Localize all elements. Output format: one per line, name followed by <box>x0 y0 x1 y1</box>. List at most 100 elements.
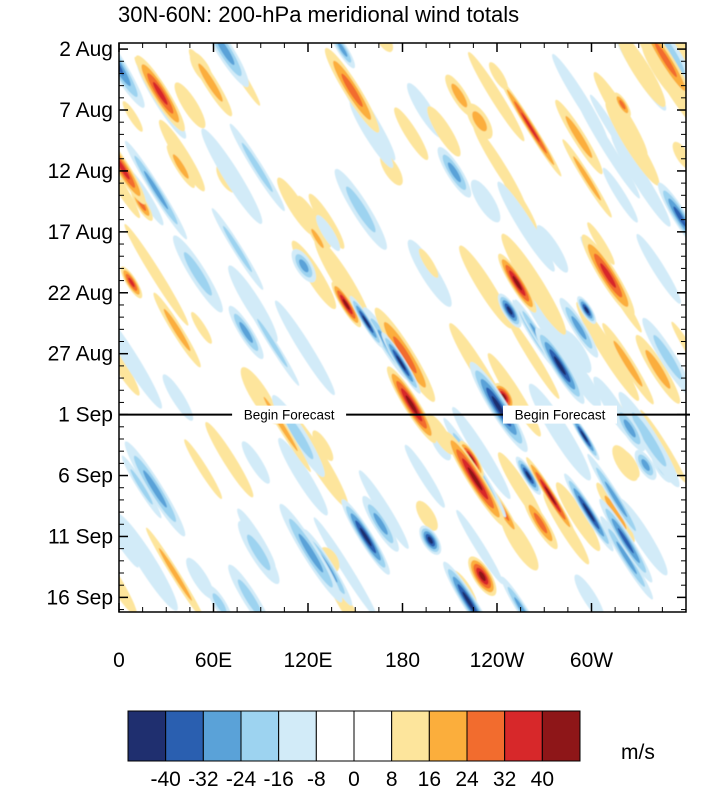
x-tick-label: 60W <box>570 649 613 672</box>
wind-anomaly <box>121 455 162 519</box>
wind-anomaly <box>602 167 638 223</box>
wind-anomaly <box>122 101 143 132</box>
wind-anomaly <box>467 51 525 142</box>
colorbar-bin <box>127 710 167 762</box>
wind-anomaly <box>119 483 139 568</box>
colorbar-tick-label: 40 <box>531 768 554 791</box>
wind-anomaly <box>274 300 335 396</box>
wind-anomaly <box>568 412 600 461</box>
y-tick-label: 27 Aug <box>48 343 113 366</box>
wind-anomaly <box>372 43 394 53</box>
wind-anomaly <box>614 405 646 452</box>
wind-anomaly <box>596 482 635 543</box>
wind-anomaly <box>444 431 506 527</box>
colorbar-bin <box>428 710 468 762</box>
wind-anomaly <box>306 221 329 256</box>
colorbar-tick-label: 24 <box>455 768 479 791</box>
wind-anomaly <box>119 310 163 409</box>
wind-anomaly <box>437 146 472 198</box>
wind-anomaly <box>445 74 474 117</box>
colorbar-units: m/s <box>621 741 655 764</box>
wind-anomaly <box>613 92 631 117</box>
wind-anomaly <box>523 496 558 550</box>
wind-anomaly <box>124 441 186 537</box>
wind-anomaly <box>555 99 603 175</box>
wind-anomaly <box>497 181 555 272</box>
x-tick-label: 180 <box>385 649 420 672</box>
wind-anomaly <box>497 293 522 328</box>
wind-anomaly <box>119 534 138 612</box>
colorbar-tick-label: 8 <box>386 768 398 791</box>
wind-anomaly <box>567 357 602 408</box>
colorbar-tick-label: 32 <box>493 768 516 791</box>
wind-anomaly <box>188 48 233 117</box>
wind-anomaly <box>166 144 195 189</box>
wind-anomaly <box>574 574 605 612</box>
colorbar-bin <box>466 710 506 762</box>
wind-anomaly <box>587 453 645 545</box>
colorbar-bin <box>315 710 355 762</box>
colorbar-tick-label: 16 <box>418 768 441 791</box>
wind-anomaly <box>211 208 264 290</box>
y-tick-label: 1 Sep <box>58 404 113 427</box>
wind-anomaly <box>374 307 436 402</box>
wind-anomaly <box>404 444 445 508</box>
wind-anomaly <box>124 140 188 240</box>
y-tick-label: 6 Sep <box>58 465 113 488</box>
colorbar-bin <box>202 710 242 762</box>
wind-anomaly <box>135 55 185 132</box>
wind-anomaly <box>358 470 409 549</box>
colorbar-bin <box>165 710 204 762</box>
wind-anomaly <box>498 253 537 313</box>
colorbar-tick-label: -16 <box>263 768 293 791</box>
wind-anomaly <box>334 168 387 250</box>
wind-anomaly <box>473 124 526 209</box>
wind-anomaly <box>207 585 232 612</box>
chart-title: 30N-60N: 200-hPa meridional wind totals <box>118 2 520 27</box>
wind-anomaly <box>172 235 223 313</box>
wind-anomaly <box>120 266 143 299</box>
wind-anomaly <box>279 503 343 603</box>
wind-anomaly <box>201 128 263 224</box>
wind-anomaly <box>492 382 515 412</box>
wind-anomaly <box>459 245 513 329</box>
wind-anomaly <box>205 421 254 498</box>
colorbar-tick-label: -32 <box>188 768 218 791</box>
wind-anomaly <box>559 297 599 358</box>
wind-anomaly <box>634 449 657 481</box>
wind-anomaly <box>470 179 501 223</box>
colorbar-bin <box>504 710 543 762</box>
wind-anomaly <box>228 265 278 343</box>
wind-anomaly <box>145 527 205 612</box>
x-tick-label: 0 <box>113 649 125 672</box>
wind-anomaly <box>562 139 612 218</box>
wind-anomaly <box>386 366 437 444</box>
wind-anomaly <box>312 430 334 461</box>
x-tick-label: 120E <box>283 649 332 672</box>
wind-anomaly <box>581 234 635 317</box>
wind-anomaly <box>501 233 567 335</box>
wind-anomaly <box>602 323 654 405</box>
wind-anomaly <box>452 406 511 500</box>
wind-anomaly <box>564 473 614 552</box>
wind-anomaly <box>324 47 380 133</box>
wind-anomaly <box>278 437 328 516</box>
wind-anomaly <box>635 334 681 404</box>
wind-anomaly <box>119 146 141 219</box>
wind-anomaly <box>577 296 597 324</box>
wind-anomaly <box>600 516 653 600</box>
wind-anomaly <box>605 101 660 186</box>
colorbar-tick-label: -8 <box>307 768 326 791</box>
wind-anomaly <box>443 561 495 612</box>
wind-anomaly <box>426 413 455 455</box>
wind-anomaly <box>419 525 442 555</box>
wind-anomaly <box>587 222 615 265</box>
wind-field <box>119 43 686 612</box>
wind-anomaly <box>636 233 681 304</box>
wind-anomaly <box>635 43 686 130</box>
wind-anomaly <box>618 391 680 488</box>
wind-anomaly <box>124 224 189 326</box>
y-tick-label: 7 Aug <box>59 99 113 122</box>
wind-anomaly <box>277 177 316 236</box>
colorbar: -40 -32 -24 -16 -8 0 8 16 24 32 40 <box>127 710 581 791</box>
